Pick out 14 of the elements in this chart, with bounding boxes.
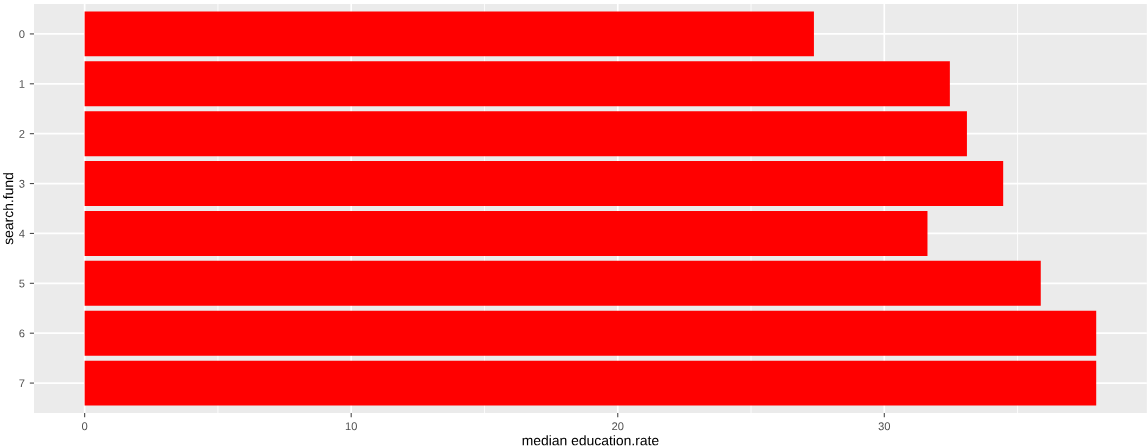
y-tick-label: 0	[19, 30, 25, 39]
x-axis-title: median education.rate	[522, 435, 659, 446]
y-axis-title: search.fund	[3, 173, 14, 245]
y-tick-label: 4	[19, 229, 25, 238]
x-tick-label: 20	[612, 422, 624, 431]
y-tick-label: 7	[19, 379, 25, 388]
y-tick-label: 1	[19, 80, 25, 88]
y-tick-label: 3	[19, 179, 25, 188]
x-tick-label: 10	[345, 422, 357, 431]
x-tick-label: 0	[81, 422, 88, 431]
x-tick-label: 30	[878, 422, 891, 431]
y-tick-label: 6	[19, 329, 25, 338]
y-tick-label: 5	[19, 279, 25, 288]
y-tick-label: 2	[19, 129, 25, 138]
